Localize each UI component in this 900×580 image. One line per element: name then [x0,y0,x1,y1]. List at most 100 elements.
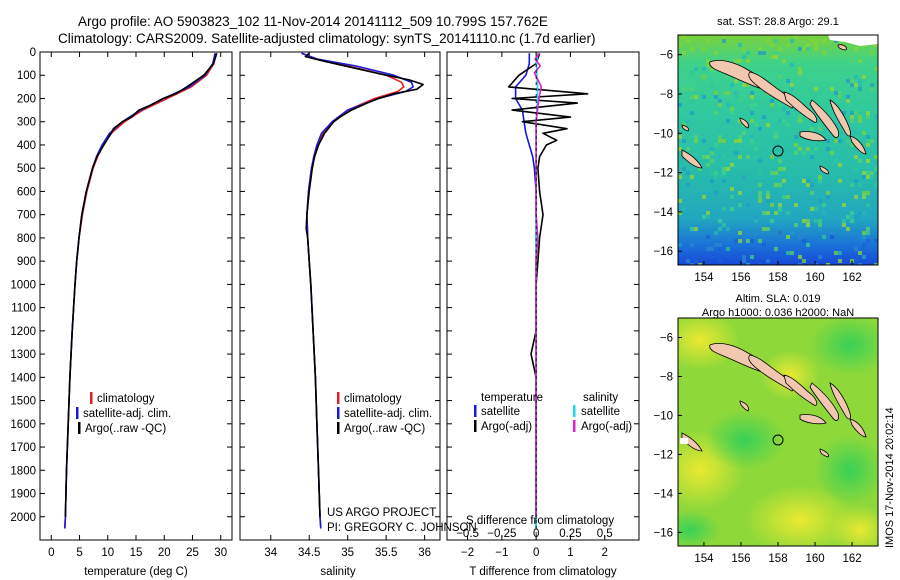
sst-pixel [802,239,806,243]
no-data-patch [680,438,688,444]
sst-pixel [806,243,810,247]
sst-pixel [866,111,870,115]
sst-pixel [790,251,794,255]
sst-pixel [706,163,710,167]
sst-pixel [866,171,870,175]
map-y-tick-label: −12 [653,449,673,461]
sst-pixel [786,235,790,239]
sst-pixel [826,139,830,143]
legend-label-t-argo: Argo(-adj) [481,421,532,433]
sst-pixel [794,135,798,139]
sst-pixel [706,211,710,215]
sst-pixel [682,51,686,55]
sst-pixel [710,151,714,155]
sst-pixel [686,259,690,263]
sst-pixel [710,255,714,259]
salinity-diff-tick-label: 0.5 [597,528,613,540]
sst-pixel [854,111,858,115]
sst-pixel [838,139,842,143]
sst-pixel [734,239,738,243]
sst-pixel [858,87,862,91]
sst-pixel [722,179,726,183]
salinity-diff-tick-label: −0.25 [487,528,516,540]
sst-pixel [762,227,766,231]
x-tick-label: 0 [48,547,54,559]
sst-pixel [854,47,858,51]
project-annotation-2: PI: GREGORY C. JOHNSON [327,522,477,534]
sst-pixel [754,87,758,91]
sst-pixel [834,139,838,143]
sst-pixel [754,147,758,151]
sst-pixel [858,159,862,163]
footer-stamp: IMOS 17-Nov-2014 20:02:14 [884,407,896,548]
sst-pixel [694,227,698,231]
sst-pixel [746,203,750,207]
coastline-islands [681,44,867,175]
sst-pixel [766,123,770,127]
sst-pixel [862,75,866,79]
sst-pixel [802,47,806,51]
legend-swatch-argo [78,422,81,434]
sst-pixel [770,99,774,103]
sst-pixel [746,231,750,235]
sst-pixel [750,255,754,259]
sst-pixel [714,243,718,247]
sst-pixel [742,259,746,263]
sst-pixel [754,103,758,107]
sst-pixel [810,127,814,131]
y-tick-label: 2000 [10,512,36,524]
sst-pixel [870,87,874,91]
x-tick-label: 34 [264,547,277,559]
sst-pixel [682,35,686,39]
sst-pixel [694,67,698,71]
sst-pixel [786,51,790,55]
sst-pixel [866,203,870,207]
sst-pixel [734,151,738,155]
sst-pixel [754,35,758,39]
sst-pixel [802,151,806,155]
sst-pixel [746,263,750,265]
sst-pixel [714,171,718,175]
sst-map-ticks: 154 156 158 160 162 −6 −8 −10 −12 −14 −16 [653,50,861,284]
sst-pixel [786,251,790,255]
temperature-series [64,52,218,529]
y-tick-label: 1500 [10,396,36,408]
sst-pixel [774,231,778,235]
sst-pixel [782,119,786,123]
sst-pixel [770,43,774,47]
legend-swatch-climatology [337,392,340,404]
map-y-tick-label: −14 [653,207,673,219]
sst-pixel [858,83,862,87]
sst-pixel [746,239,750,243]
sst-pixel [754,123,758,127]
y-tick-label: 1600 [10,419,36,431]
sst-pixel [754,231,758,235]
sst-pixel [738,43,742,47]
sst-pixel [750,143,754,147]
sst-pixel [830,151,834,155]
sst-pixel [806,183,810,187]
sst-pixel [770,155,774,159]
map-y-tick-label: −8 [660,89,673,101]
series-line-salinity-argo-adj [533,52,543,517]
sst-pixel [870,51,874,55]
sst-pixel [702,67,706,71]
sst-pixel [766,199,770,203]
sst-pixel [846,227,850,231]
sst-pixel [710,159,714,163]
sst-pixel [682,167,686,171]
sst-pixel [810,207,814,211]
sst-pixel [854,155,858,159]
sst-pixel [790,63,794,67]
sst-pixel [786,195,790,199]
sst-pixel [754,215,758,219]
sst-pixel [750,103,754,107]
salinity-panel: 34 34.5 35 35.5 36 salinity climatology sate… [239,51,477,578]
sst-pixel [782,195,786,199]
sst-pixel [814,263,818,265]
sst-pixel [858,211,862,215]
sst-pixel [822,211,826,215]
x-tick-label: −1 [495,547,508,559]
sst-pixel [734,91,738,95]
